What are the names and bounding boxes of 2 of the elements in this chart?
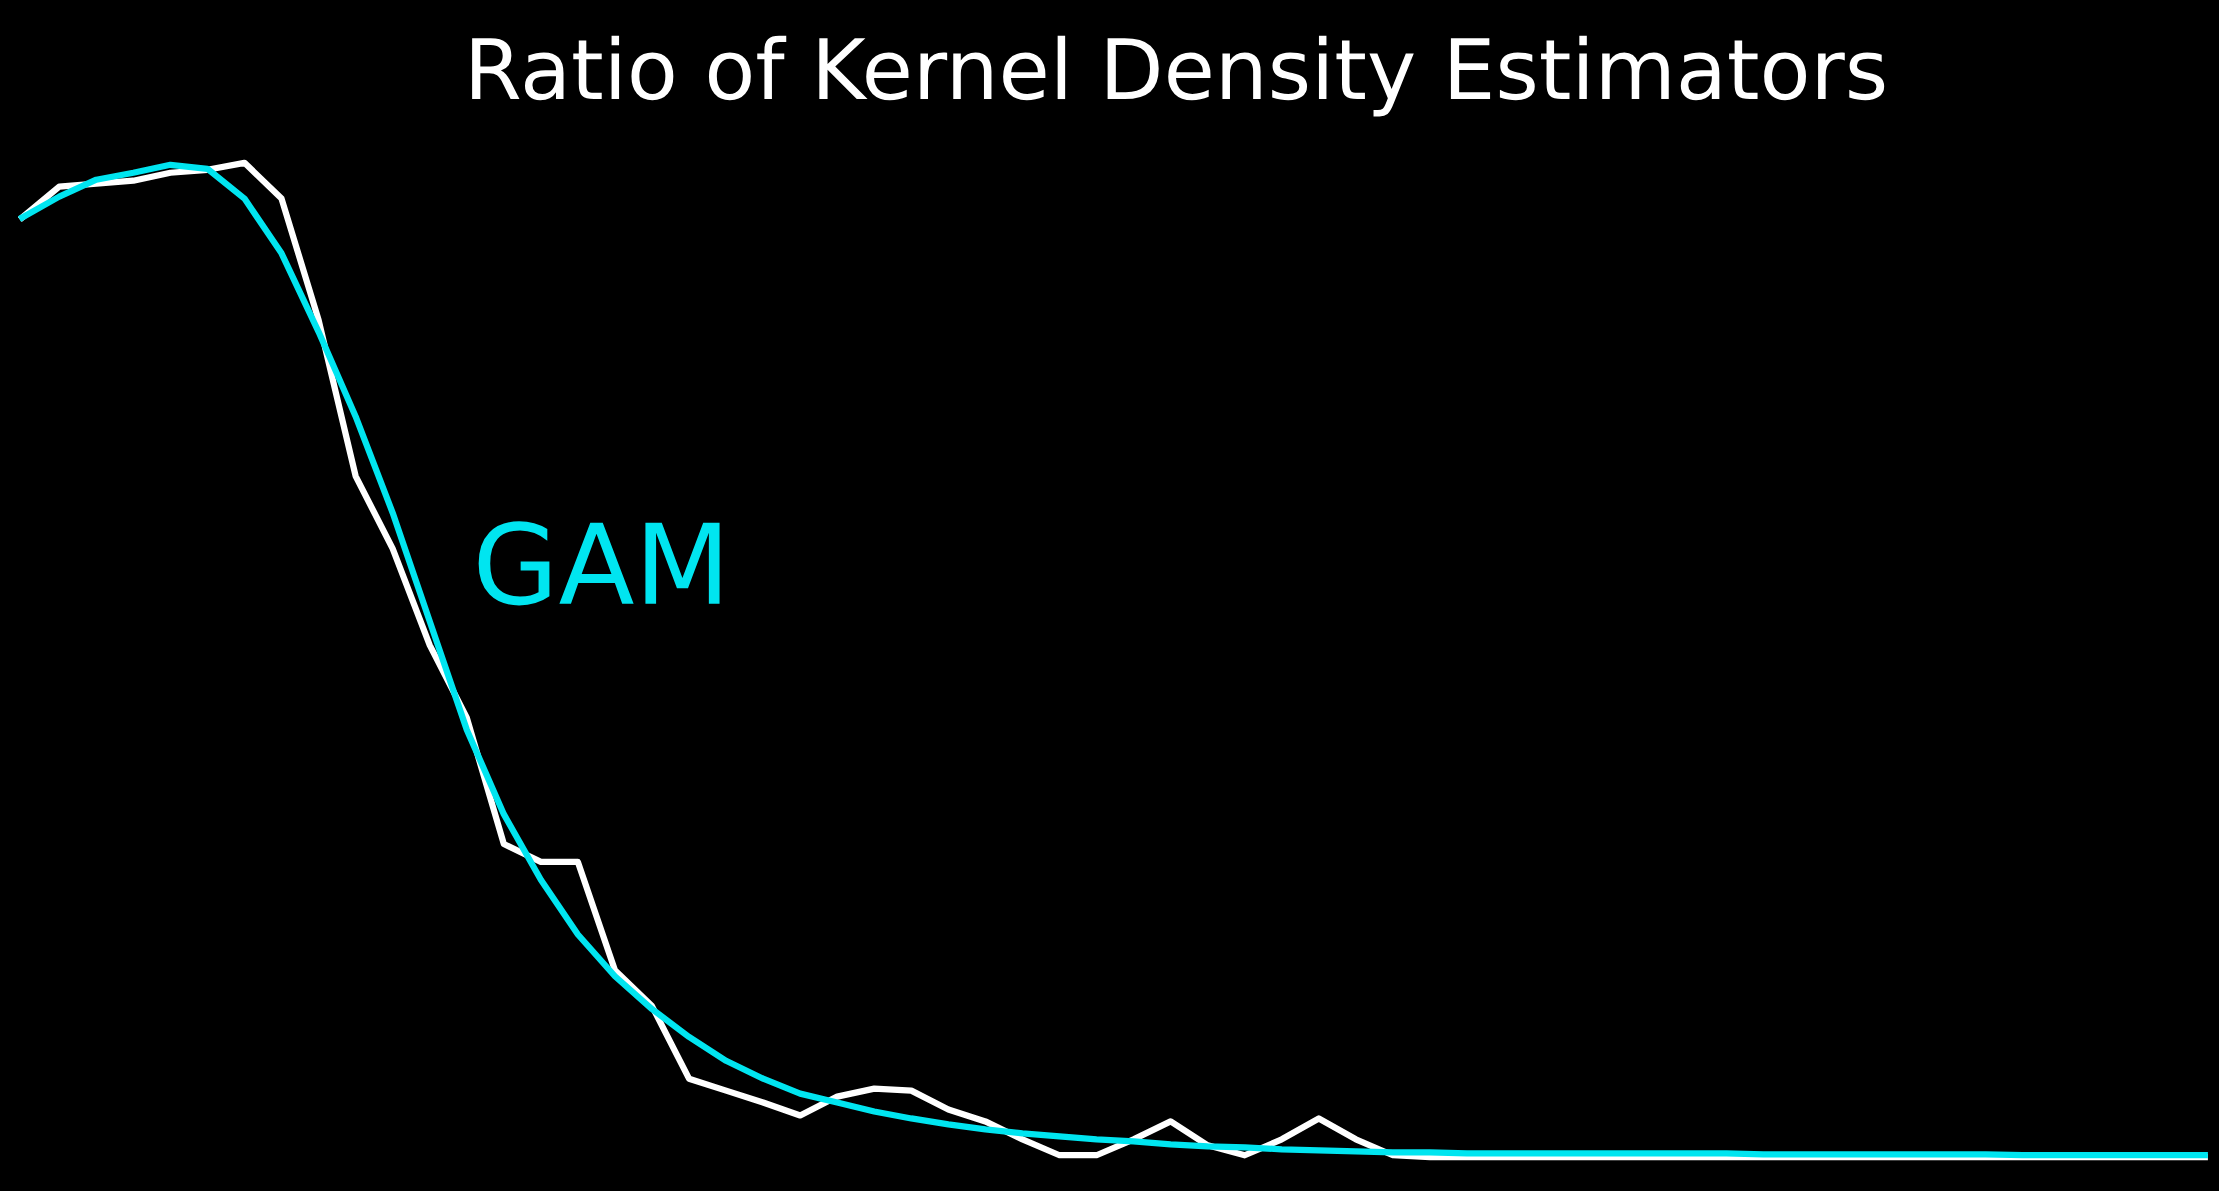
series-label: GAM — [478, 521, 720, 606]
chart-title: Ratio of Kernel Density Estimators — [472, 35, 1885, 117]
